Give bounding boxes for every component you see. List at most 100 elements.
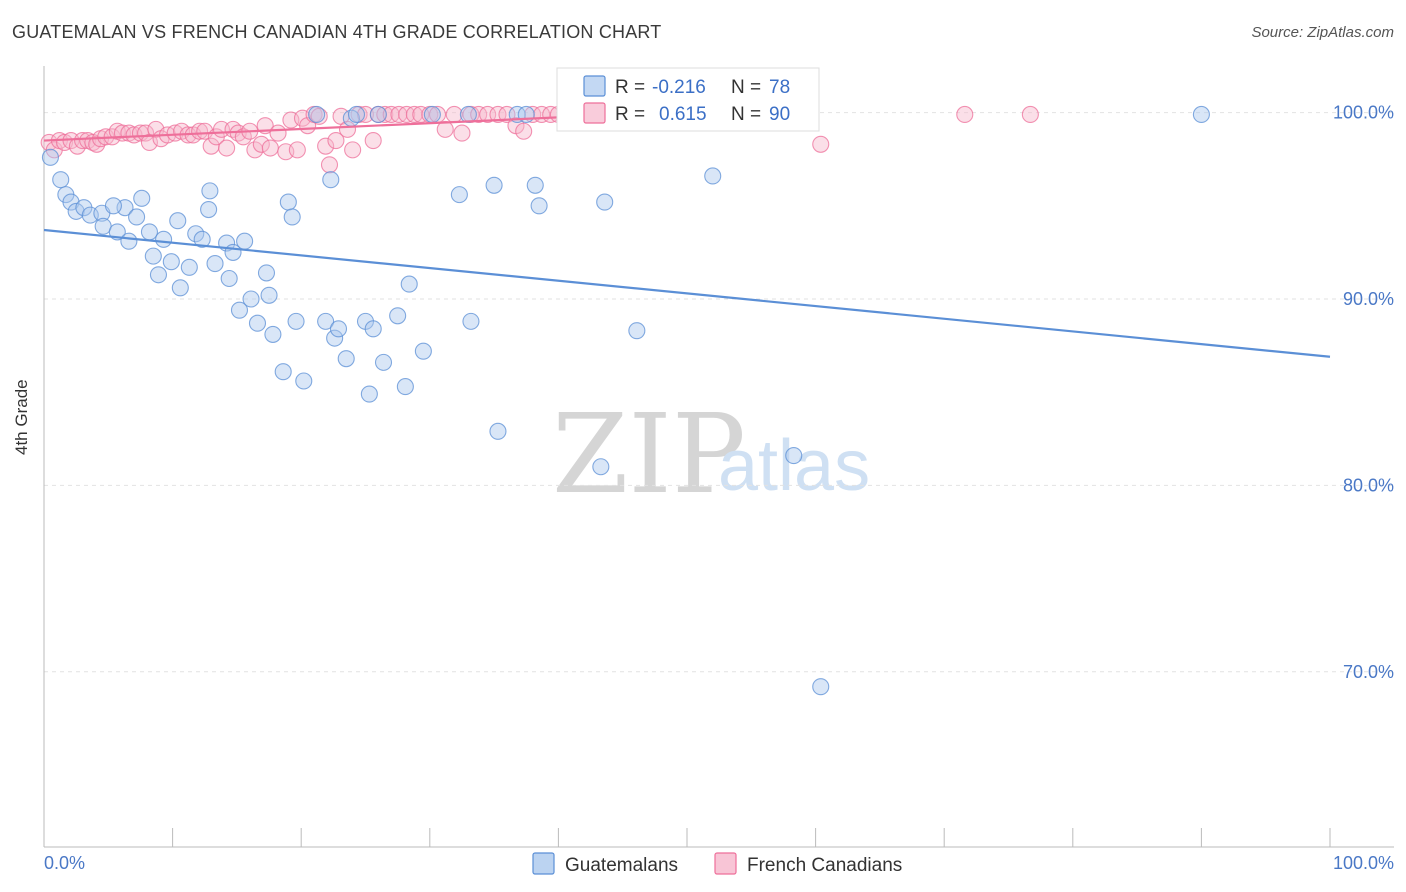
series-legend: Guatemalans French Canadians bbox=[532, 852, 902, 876]
french-canadian-point-41 bbox=[269, 124, 287, 142]
guatemalan-point-61 bbox=[459, 105, 477, 124]
series-legend-label-french-canadians: French Canadians bbox=[747, 855, 902, 876]
guatemalan-point-13 bbox=[133, 189, 151, 207]
x-tick-label-max: 100.0% bbox=[1333, 853, 1394, 873]
guatemalan-point-19 bbox=[149, 266, 168, 284]
guatemalan-point-12 bbox=[128, 208, 146, 226]
french-canadian-point-89 bbox=[1021, 105, 1039, 124]
series-legend-swatch-guatemalans bbox=[532, 852, 555, 875]
legend-r-value-french-canadians: 0.615 bbox=[659, 104, 707, 125]
guatemalan-point-36 bbox=[260, 286, 278, 304]
guatemalan-point-69 bbox=[530, 197, 548, 215]
french-canadian-point-69 bbox=[453, 124, 471, 142]
guatemalan-point-55 bbox=[374, 353, 393, 371]
guatemalan-point-73 bbox=[704, 167, 722, 185]
guatemalan-point-32 bbox=[236, 232, 254, 250]
guatemalan-point-68 bbox=[526, 176, 544, 194]
guatemalan-point-77 bbox=[1192, 105, 1210, 124]
guatemalan-point-41 bbox=[287, 312, 305, 330]
french-canadian-point-76 bbox=[515, 122, 533, 140]
guatemalan-point-37 bbox=[264, 325, 282, 343]
guatemalan-point-21 bbox=[171, 279, 189, 297]
guatemalan-point-57 bbox=[396, 378, 414, 396]
zipatlas-watermark: ZIP atlas bbox=[552, 390, 870, 518]
y-tick-label-3: 70.0% bbox=[1343, 662, 1394, 682]
french-canadian-point-49 bbox=[317, 137, 335, 155]
y-tick-label-0: 100.0% bbox=[1333, 103, 1394, 123]
legend-swatch-french-canadians bbox=[583, 102, 606, 124]
french-canadian-point-23 bbox=[166, 124, 184, 142]
guatemalan-point-25 bbox=[200, 200, 218, 219]
guatemalan-point-33 bbox=[242, 290, 260, 308]
guatemalan-point-17 bbox=[155, 230, 173, 248]
french-canadian-point-27 bbox=[191, 122, 209, 140]
legend-n-value-guatemalans: 78 bbox=[769, 77, 790, 98]
x-tick-label-min: 0.0% bbox=[44, 853, 85, 873]
guatemalan-point-29 bbox=[220, 269, 238, 288]
guatemalan-point-1 bbox=[52, 171, 70, 189]
guatemalan-point-62 bbox=[450, 186, 468, 204]
guatemalan-point-34 bbox=[248, 314, 267, 332]
french-canadian-point-57 bbox=[364, 132, 382, 150]
guatemalan-point-38 bbox=[274, 363, 292, 381]
watermark-zip: ZIP bbox=[552, 390, 746, 518]
french-canadian-point-64 bbox=[412, 105, 430, 124]
guatemalan-point-70 bbox=[592, 458, 610, 476]
trend-lines bbox=[43, 113, 1331, 358]
french-canadian-point-40 bbox=[261, 139, 279, 157]
legend-r-value-guatemalans: -0.216 bbox=[652, 77, 706, 98]
guatemalan-point-24 bbox=[193, 230, 211, 248]
series-legend-swatch-french-canadians bbox=[714, 852, 737, 875]
guatemalan-point-35 bbox=[257, 264, 276, 282]
guatemalan-point-58 bbox=[400, 275, 418, 293]
guatemalan-point-59 bbox=[414, 342, 432, 360]
guatemalan-point-52 bbox=[360, 385, 378, 403]
guatemalan-point-18 bbox=[162, 253, 180, 271]
guatemalan-point-53 bbox=[364, 320, 382, 338]
guatemalan-point-71 bbox=[596, 193, 614, 211]
french-canadian-point-44 bbox=[288, 141, 306, 159]
guatemalan-point-40 bbox=[283, 208, 301, 226]
axes bbox=[43, 66, 1394, 848]
series-legend-label-guatemalans: Guatemalans bbox=[565, 855, 678, 876]
chart-title: GUATEMALAN VS FRENCH CANADIAN 4TH GRADE … bbox=[12, 22, 662, 42]
guatemalan-point-48 bbox=[337, 350, 355, 368]
y-tick-label-2: 80.0% bbox=[1343, 475, 1394, 495]
guatemalan-point-46 bbox=[326, 329, 344, 347]
guatemalan-point-42 bbox=[295, 372, 313, 390]
guatemalan-point-44 bbox=[317, 312, 335, 330]
y-axis-tick-labels: 100.0% 90.0% 80.0% 70.0% bbox=[1333, 103, 1394, 682]
watermark-atlas: atlas bbox=[718, 426, 870, 506]
guatemalan-point-76 bbox=[812, 678, 830, 696]
french-canadian-point-63 bbox=[405, 105, 423, 124]
guatemalan-point-14 bbox=[140, 223, 159, 241]
guatemalan-point-56 bbox=[389, 307, 407, 325]
legend-n-label-2: N = bbox=[731, 104, 761, 125]
french-canadian-point-71 bbox=[470, 105, 488, 124]
french-canadian-point-53 bbox=[338, 120, 357, 138]
legend-n-value-french-canadians: 90 bbox=[769, 104, 790, 125]
guatemalan-trend-line bbox=[43, 228, 1331, 358]
guatemalan-point-20 bbox=[169, 212, 187, 230]
guatemalan-point-72 bbox=[628, 322, 646, 340]
guatemalan-point-31 bbox=[230, 301, 249, 319]
legend-n-label-1: N = bbox=[731, 77, 761, 98]
french-canadian-point-59 bbox=[376, 105, 394, 124]
french-canadian-point-51 bbox=[327, 132, 345, 150]
guatemalan-point-26 bbox=[201, 182, 219, 200]
french-canadian-point-73 bbox=[489, 105, 507, 124]
guatemalan-point-0 bbox=[41, 148, 59, 166]
guatemalan-point-39 bbox=[279, 193, 297, 211]
guatemalan-point-11 bbox=[104, 197, 122, 215]
french-canadian-point-72 bbox=[479, 105, 497, 124]
guatemalan-point-43 bbox=[308, 105, 326, 124]
guatemalan-point-64 bbox=[485, 176, 503, 194]
guatemalan-point-63 bbox=[462, 312, 480, 330]
y-tick-label-1: 90.0% bbox=[1343, 289, 1394, 309]
source-label: Source: ZipAtlas.com bbox=[1251, 24, 1394, 41]
french-canadian-point-48 bbox=[310, 107, 328, 125]
french-canadian-point-54 bbox=[344, 141, 362, 159]
legend-r-label-2: R = bbox=[615, 104, 645, 125]
legend-swatch-guatemalans bbox=[583, 75, 606, 97]
